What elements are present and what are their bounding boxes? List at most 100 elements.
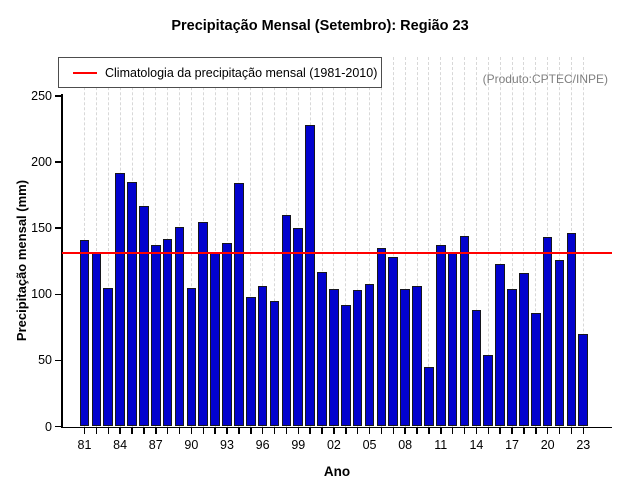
x-tick-label: 90 [184,438,199,452]
bar-1999 [293,228,304,427]
legend-label: Climatologia da precipitação mensal (198… [105,66,378,80]
y-tick-label: 100 [31,287,52,302]
x-tick-label: 93 [220,438,234,452]
y-tick-label: 50 [38,353,52,368]
y-axis-title: Precipitação mensal (mm) [14,179,29,342]
y-axis [61,94,63,427]
y-tick-label: 250 [31,88,52,103]
x-axis [61,426,612,428]
bar-2005 [364,283,375,427]
bar-2006 [376,247,387,427]
x-tick-label: 08 [398,438,413,452]
x-tick-label: 99 [291,438,306,452]
bar-2000 [305,125,315,427]
x-tick [345,428,347,434]
x-tick [582,428,585,434]
x-tick [95,428,98,434]
bar-1991 [198,221,209,427]
x-tick [535,428,537,434]
chart-title: Precipitação Mensal (Setembro): Região 2… [171,18,469,34]
bar-1994 [234,183,244,427]
x-tick [166,428,169,434]
bar-2001 [317,271,327,427]
x-tick [285,428,288,434]
x-tick [155,428,157,434]
x-tick [463,428,466,434]
gridline [535,57,537,427]
bar-2003 [340,304,351,427]
x-tick [558,428,561,434]
x-tick [107,428,109,434]
x-tick [250,428,252,434]
bar-2018 [519,273,529,427]
x-tick [416,428,418,434]
x-tick [380,428,383,434]
x-tick-label: 81 [77,438,92,452]
x-tick [368,428,371,434]
bar-1981 [79,240,90,427]
gridline [250,57,252,427]
x-tick-label: 20 [540,438,555,452]
gridline [190,57,192,427]
x-tick [261,428,264,434]
gridline [487,57,489,427]
x-tick-label: 84 [113,438,128,452]
x-tick [440,428,442,434]
x-tick [202,428,204,434]
gridline [499,57,501,427]
x-tick [321,428,323,434]
x-tick [499,428,501,434]
y-tick [55,95,61,97]
gridline [333,57,335,427]
gridline [95,57,97,427]
bar-1998 [281,214,292,427]
bar-2002 [329,288,339,427]
bar-2010 [424,366,434,427]
x-tick [143,428,145,434]
x-tick-label: 14 [469,438,484,452]
y-tick [55,293,61,296]
x-tick-label: 05 [362,438,377,452]
bar-1982 [91,251,102,427]
bar-1983 [103,287,114,427]
x-tick [451,428,454,434]
climatology-line [62,251,612,254]
x-tick [178,428,181,434]
gridline [214,57,216,427]
gridline [559,57,561,427]
y-tick-label: 150 [31,221,52,236]
bar-2020 [542,237,553,427]
gridline [107,57,109,427]
bar-1995 [245,296,256,427]
bar-2004 [352,290,363,427]
x-tick [570,428,573,434]
gridline [416,57,418,427]
x-tick [119,428,121,434]
x-tick [428,428,430,434]
gridline [262,57,264,427]
gridline [357,57,359,427]
x-tick [404,428,406,434]
gridline [345,57,347,427]
bar-1997 [269,300,280,427]
bar-2015 [483,355,494,427]
bar-2011 [435,245,446,427]
bar-1993 [222,242,232,427]
gridline [523,57,525,427]
x-tick-label: 23 [576,438,591,452]
x-tick [297,428,300,434]
x-tick-label: 87 [148,438,163,452]
gridline [440,57,442,427]
bar-1990 [186,287,197,427]
bar-2009 [412,286,422,427]
gridline [226,57,228,427]
bar-2021 [554,259,565,427]
bar-1985 [127,181,137,427]
bar-2013 [459,236,470,427]
gridline [511,57,513,427]
bar-1988 [162,238,173,427]
gridline [582,57,584,427]
y-tick-label: 200 [31,155,52,170]
x-tick-label: 02 [326,438,341,452]
